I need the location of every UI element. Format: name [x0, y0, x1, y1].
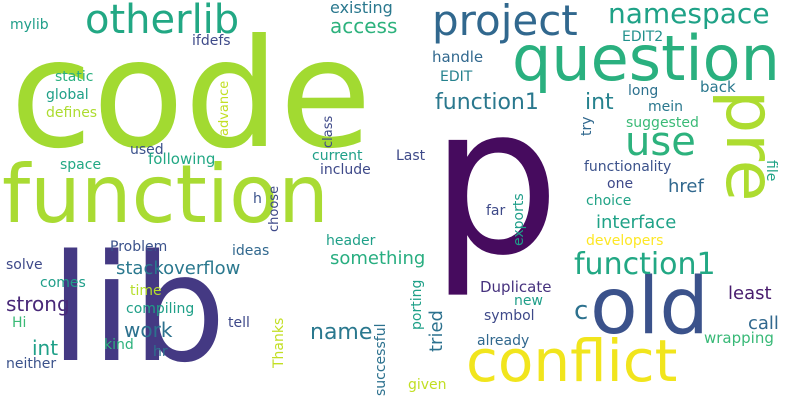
word-h: h	[253, 191, 262, 207]
word-following: following	[148, 150, 216, 168]
word-tell: tell	[228, 315, 250, 331]
word-ideas: ideas	[232, 243, 270, 259]
word-name: name	[310, 320, 373, 345]
word-hi: Hi	[12, 315, 27, 331]
word-thanks: Thanks	[271, 317, 287, 368]
word-wrapping: wrapping	[704, 329, 774, 347]
word-porting: porting	[409, 279, 425, 330]
word-space: space	[60, 157, 102, 173]
word-defines: defines	[46, 105, 98, 121]
word-file: file	[763, 160, 779, 182]
word-edit: EDIT	[440, 69, 473, 85]
word-pre: pre	[710, 90, 789, 202]
word-choose: choose	[267, 185, 282, 232]
word-ifdefs: ifdefs	[192, 33, 231, 49]
word-used: used	[130, 142, 164, 158]
word-project: project	[432, 0, 578, 45]
word-time: time	[130, 283, 162, 299]
word-question: question	[512, 22, 780, 95]
word-int: int	[585, 90, 614, 115]
word-exports: exports	[511, 193, 527, 246]
word-href: href	[668, 176, 704, 197]
word-one: one	[607, 176, 634, 192]
word-include: include	[320, 162, 371, 178]
word-back: back	[700, 78, 736, 96]
word-kind: kind	[104, 337, 134, 353]
word-access: access	[330, 14, 398, 38]
word-mein: mein	[648, 99, 684, 115]
word-p: p	[430, 63, 561, 301]
word-work: work	[124, 318, 173, 342]
word-use: use	[625, 119, 696, 165]
word-code: code	[10, 8, 372, 182]
word-given: given	[408, 377, 447, 393]
word-handle: handle	[432, 48, 484, 66]
word-successful: successful	[373, 323, 389, 396]
word-something: something	[330, 248, 426, 269]
word-edit2: EDIT2	[622, 29, 664, 45]
word-advance: advance	[217, 80, 232, 136]
word-int-2: int	[32, 336, 59, 360]
word-functionality: functionality	[584, 159, 672, 175]
word-tried: tried	[426, 310, 447, 352]
word-global: global	[46, 87, 89, 103]
word-mylib: mylib	[10, 17, 49, 33]
word-static: static	[55, 69, 94, 85]
word-strong: strong	[6, 292, 70, 316]
word-comes: comes	[40, 275, 86, 291]
word-function: function	[2, 148, 329, 241]
word-c: c	[574, 296, 589, 326]
word-problem: Problem	[110, 239, 168, 255]
word-try: try	[579, 116, 595, 136]
word-namespace: namespace	[608, 0, 770, 30]
word-duplicate: Duplicate	[480, 278, 552, 296]
word-function1-large: function1	[574, 247, 716, 282]
word-lib: lib	[50, 223, 227, 395]
word-symbol: symbol	[484, 308, 535, 324]
word-suggested: suggested	[626, 115, 699, 131]
word-new: new	[514, 293, 543, 309]
word-choice: choice	[586, 193, 632, 209]
word-existing: existing	[330, 0, 393, 17]
word-compiling: compiling	[126, 301, 195, 317]
word-otherlib: otherlib	[85, 0, 240, 43]
word-call: call	[748, 313, 779, 334]
word-least: least	[728, 283, 772, 304]
word-header: header	[326, 233, 376, 249]
word-neither: neither	[6, 356, 57, 372]
word-current: current	[312, 148, 363, 164]
word-stackoverflow: stackoverflow	[116, 258, 241, 279]
word-last: Last	[396, 148, 426, 164]
word-function1: function1	[435, 90, 539, 115]
word-developers: developers	[586, 233, 664, 249]
word-conflict: conflict	[466, 327, 678, 395]
word-already: already	[477, 333, 530, 349]
word-interface: interface	[596, 212, 677, 233]
word-old: old	[590, 262, 709, 352]
word-hr: hr	[153, 344, 168, 360]
word-far: far	[486, 203, 506, 219]
word-class: class	[321, 115, 336, 148]
word-long: long	[628, 83, 659, 99]
word-solve: solve	[6, 257, 43, 273]
